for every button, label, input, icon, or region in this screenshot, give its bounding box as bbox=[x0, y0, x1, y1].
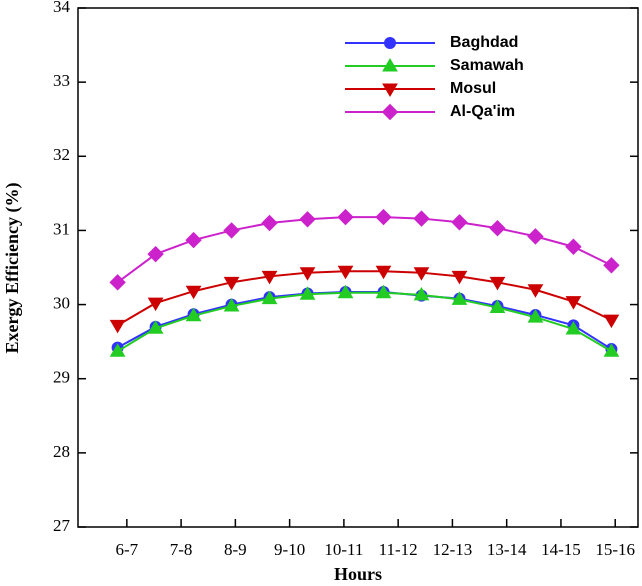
x-tick-label: 8-9 bbox=[224, 540, 247, 559]
y-tick-label: 32 bbox=[53, 145, 70, 164]
marker bbox=[375, 265, 392, 280]
series-line bbox=[117, 270, 612, 327]
marker bbox=[603, 314, 620, 329]
x-tick-label: 13-14 bbox=[487, 540, 527, 559]
marker bbox=[603, 257, 620, 274]
marker bbox=[565, 321, 582, 335]
marker bbox=[451, 214, 468, 231]
y-tick-label: 29 bbox=[53, 368, 70, 387]
marker bbox=[489, 219, 506, 237]
marker bbox=[223, 298, 240, 312]
marker bbox=[413, 210, 430, 227]
marker bbox=[261, 290, 278, 305]
marker bbox=[565, 296, 582, 310]
marker bbox=[109, 274, 126, 291]
marker bbox=[185, 307, 202, 322]
legend-label: Al-Qa'im bbox=[450, 103, 515, 120]
marker bbox=[261, 270, 278, 285]
y-tick-label: 28 bbox=[53, 442, 70, 461]
marker bbox=[223, 222, 240, 239]
y-tick-label: 27 bbox=[53, 516, 71, 535]
marker bbox=[299, 267, 316, 281]
x-tick-label: 14-15 bbox=[541, 540, 581, 559]
x-tick-label: 11-12 bbox=[379, 540, 418, 559]
x-tick-label: 9-10 bbox=[274, 540, 305, 559]
legend-marker bbox=[381, 103, 399, 121]
marker bbox=[527, 228, 544, 245]
marker bbox=[223, 276, 240, 291]
marker bbox=[565, 238, 582, 255]
y-tick-label: 33 bbox=[53, 71, 70, 90]
legend-label: Samawah bbox=[450, 57, 524, 74]
series-line bbox=[117, 291, 612, 353]
y-tick-label: 30 bbox=[53, 293, 70, 312]
x-tick-label: 10-11 bbox=[324, 540, 363, 559]
marker bbox=[109, 319, 126, 334]
marker bbox=[261, 214, 278, 232]
marker bbox=[337, 208, 354, 226]
y-tick-label: 34 bbox=[53, 0, 71, 16]
y-axis-title: Exergy Efficiency (%) bbox=[2, 183, 23, 354]
legend-label: Mosul bbox=[450, 80, 496, 97]
marker bbox=[527, 284, 544, 298]
marker bbox=[147, 320, 164, 334]
marker bbox=[413, 286, 430, 301]
legend-label: Baghdad bbox=[450, 34, 518, 51]
marker bbox=[299, 211, 316, 228]
x-tick-label: 6-7 bbox=[116, 540, 139, 559]
marker bbox=[489, 276, 506, 291]
marker bbox=[527, 309, 544, 323]
x-tick-label: 7-8 bbox=[170, 540, 193, 559]
marker bbox=[451, 291, 468, 305]
marker bbox=[603, 343, 620, 357]
marker bbox=[375, 284, 392, 299]
marker bbox=[147, 297, 164, 312]
marker bbox=[109, 343, 126, 357]
marker bbox=[185, 285, 202, 300]
x-tick-label: 15-16 bbox=[595, 540, 635, 559]
marker bbox=[375, 208, 392, 226]
marker bbox=[299, 286, 316, 300]
y-tick-label: 31 bbox=[53, 219, 70, 238]
marker bbox=[147, 245, 164, 263]
marker bbox=[337, 265, 354, 280]
marker bbox=[489, 299, 506, 314]
plot-frame bbox=[77, 7, 639, 528]
x-axis-title: Hours bbox=[334, 564, 382, 584]
marker bbox=[337, 284, 354, 299]
series-line bbox=[117, 216, 612, 284]
marker bbox=[185, 231, 202, 249]
legend-marker bbox=[382, 58, 398, 72]
marker bbox=[413, 267, 430, 281]
x-tick-label: 12-13 bbox=[433, 540, 473, 559]
legend-marker bbox=[382, 83, 398, 97]
marker bbox=[451, 270, 468, 285]
legend-marker bbox=[384, 37, 396, 49]
